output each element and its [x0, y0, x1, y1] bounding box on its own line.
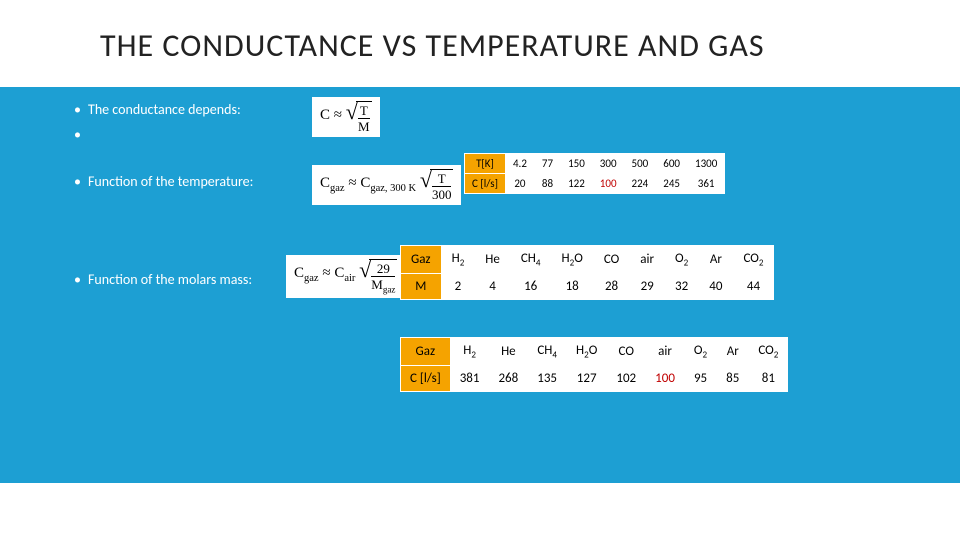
table-cell: 18: [551, 274, 593, 300]
table-cell: He: [475, 245, 511, 274]
table-cell: 150: [561, 153, 593, 173]
table-cell: 600: [656, 153, 688, 173]
table-cell: O2: [665, 245, 699, 274]
formula-temp-num: T: [432, 172, 452, 187]
table-cell: Ar: [717, 337, 749, 366]
table-cell: air: [630, 245, 665, 274]
table-cell: 16: [510, 274, 551, 300]
table-cell: 100: [646, 366, 685, 392]
table-cell: 88: [534, 173, 560, 193]
table-cell: 245: [656, 173, 688, 193]
table-cell: CO: [593, 245, 629, 274]
gas-conductance-table: GazH2HeCH4H2OCOairO2ArCO2 C [l/s]38126813…: [400, 337, 788, 393]
table-header: Gaz: [401, 337, 451, 366]
table-cell: 122: [561, 173, 593, 193]
table-cell: 127: [567, 366, 607, 392]
slide-title: THE CONDUCTANCE VS TEMPERATURE AND GAS: [100, 28, 960, 65]
formula-main-num: T: [358, 104, 370, 119]
table-cell: 135: [528, 366, 567, 392]
table-cell: 4: [475, 274, 511, 300]
sqrt-icon: √ 29Mgaz: [359, 259, 397, 295]
table-cell: 1300: [688, 153, 725, 173]
table-cell: 361: [688, 173, 725, 193]
table-cell: 2: [441, 274, 475, 300]
temperature-table: T[K]4.2771503005006001300 C [l/s]20881221…: [464, 153, 725, 194]
formula-temp-lhs: Cgaz ≈ Cgaz, 300 K: [320, 175, 420, 191]
table-header: C [l/s]: [401, 366, 451, 392]
table-cell: 40: [699, 274, 733, 300]
table-cell: CH4: [510, 245, 551, 274]
table-cell: CO: [607, 337, 646, 366]
gas-mass-table: GazH2HeCH4H2OCOairO2ArCO2 M24161828293240…: [400, 245, 774, 301]
table-cell: 95: [684, 366, 716, 392]
table-header: Gaz: [401, 245, 442, 274]
table-cell: CO2: [749, 337, 788, 366]
table-cell: O2: [684, 337, 716, 366]
table-header: T[K]: [465, 153, 506, 173]
table-cell: 500: [624, 153, 656, 173]
table-cell: H2O: [551, 245, 593, 274]
table-cell: He: [489, 337, 528, 366]
table-cell: 44: [733, 274, 774, 300]
table-cell: CO2: [733, 245, 774, 274]
table-cell: 4.2: [505, 153, 534, 173]
table-cell: CH4: [528, 337, 567, 366]
sqrt-icon: √ T300: [420, 169, 454, 201]
body-region: The conductance depends: C ≈ √ TM Functi…: [0, 87, 960, 483]
table-header: M: [401, 274, 442, 300]
slide: THE CONDUCTANCE VS TEMPERATURE AND GAS T…: [0, 0, 960, 540]
formula-mass-lhs: Cgaz ≈ Cair: [294, 265, 359, 281]
table-cell: H2O: [567, 337, 607, 366]
title-region: THE CONDUCTANCE VS TEMPERATURE AND GAS: [0, 0, 960, 87]
table-cell: 100: [592, 173, 624, 193]
table-header: C [l/s]: [465, 173, 506, 193]
table-cell: 300: [592, 153, 624, 173]
table-cell: air: [646, 337, 685, 366]
table-cell: 28: [593, 274, 629, 300]
formula-main-lhs: C ≈: [320, 107, 346, 123]
table-cell: 381: [450, 366, 489, 392]
table-cell: Ar: [699, 245, 733, 274]
table-cell: 268: [489, 366, 528, 392]
table-cell: 102: [607, 366, 646, 392]
table-cell: 81: [749, 366, 788, 392]
formula-temp-den: 300: [432, 187, 452, 201]
table-cell: 20: [505, 173, 534, 193]
formula-temp: Cgaz ≈ Cgaz, 300 K √ T300: [312, 165, 461, 205]
formula-mass-num: 29: [371, 262, 395, 277]
table-cell: 32: [665, 274, 699, 300]
sqrt-icon: √ TM: [346, 101, 372, 133]
formula-mass-den: Mgaz: [371, 277, 395, 295]
table-cell: 77: [534, 153, 560, 173]
formula-main-den: M: [358, 119, 370, 133]
table-cell: H2: [441, 245, 475, 274]
table-cell: 224: [624, 173, 656, 193]
table-cell: H2: [450, 337, 489, 366]
formula-main: C ≈ √ TM: [312, 97, 380, 137]
table-cell: 85: [717, 366, 749, 392]
formula-mass: Cgaz ≈ Cair √ 29Mgaz: [286, 255, 405, 299]
table-cell: 29: [630, 274, 665, 300]
